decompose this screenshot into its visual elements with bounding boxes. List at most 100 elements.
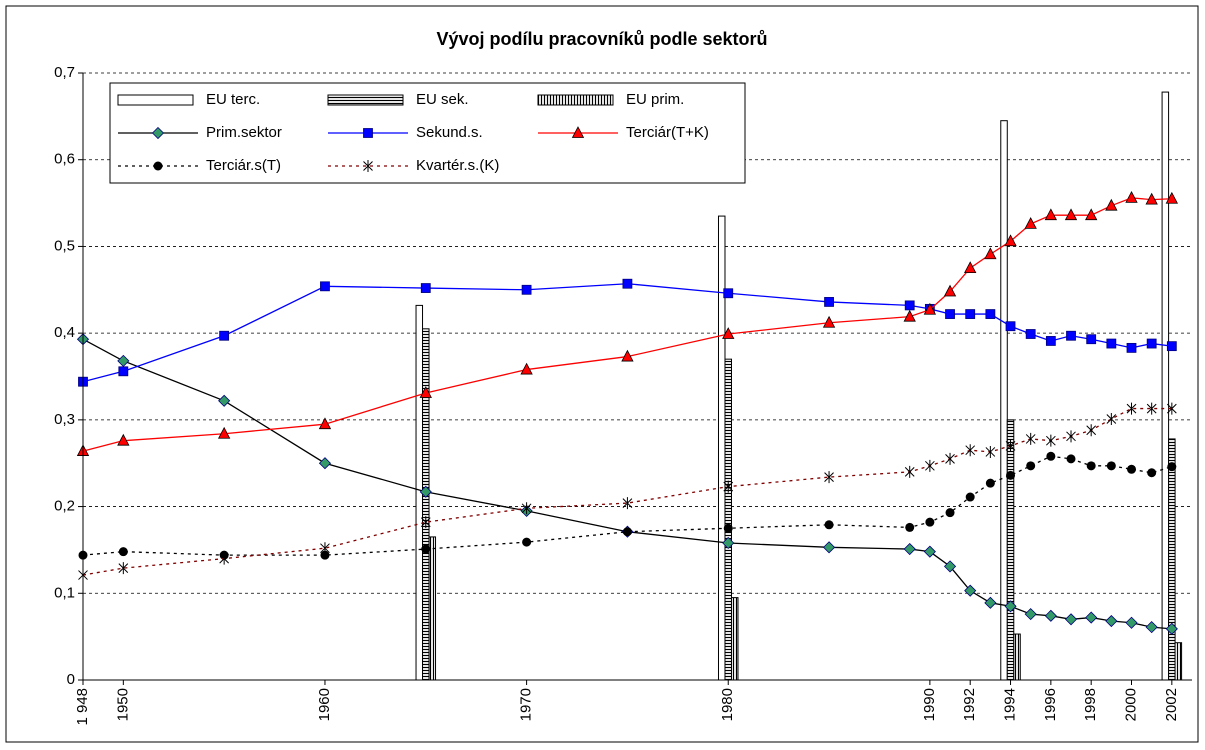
marker xyxy=(1024,217,1037,229)
x-tick-label: 1 948 xyxy=(74,688,91,726)
marker xyxy=(1086,424,1097,437)
marker xyxy=(1145,621,1158,634)
marker xyxy=(1106,412,1117,425)
y-tick-label: 0 xyxy=(67,671,75,688)
marker xyxy=(925,459,935,472)
marker xyxy=(1064,208,1078,221)
marker xyxy=(964,584,977,597)
marker xyxy=(217,426,231,439)
marker xyxy=(118,547,128,557)
marker xyxy=(571,126,585,138)
marker xyxy=(1004,600,1017,613)
marker xyxy=(723,523,733,533)
x-tick-label: 1950 xyxy=(114,688,131,721)
legend-swatch xyxy=(117,94,194,106)
marker xyxy=(1126,402,1137,415)
chart-title: Vývoj podílu pracovníků podle sektorů xyxy=(436,29,767,49)
marker xyxy=(723,480,734,493)
marker xyxy=(1064,613,1078,626)
marker xyxy=(904,300,915,311)
marker xyxy=(1044,208,1058,221)
legend-label: Prim.sektor xyxy=(206,124,282,141)
marker xyxy=(363,160,373,172)
marker xyxy=(1105,198,1118,211)
marker xyxy=(1066,454,1076,464)
x-tick-label: 1992 xyxy=(961,688,978,721)
marker xyxy=(1086,461,1096,471)
bar xyxy=(730,597,739,681)
marker xyxy=(905,522,915,532)
marker xyxy=(1127,464,1137,474)
marker xyxy=(420,283,431,293)
bar xyxy=(724,358,732,681)
marker xyxy=(1005,439,1016,452)
marker xyxy=(723,288,734,299)
marker xyxy=(622,527,632,537)
marker xyxy=(903,542,916,556)
marker xyxy=(1005,321,1016,332)
y-tick-label: 0,3 xyxy=(54,411,75,428)
y-tick-label: 0,6 xyxy=(54,151,75,168)
marker xyxy=(1105,614,1118,628)
x-tick-label: 2002 xyxy=(1163,688,1180,721)
marker xyxy=(521,284,532,295)
marker xyxy=(984,596,997,609)
bar xyxy=(1174,642,1183,681)
marker xyxy=(904,465,915,478)
marker xyxy=(117,354,130,367)
marker xyxy=(522,537,532,547)
x-tick-label: 1998 xyxy=(1082,688,1099,721)
bar xyxy=(428,536,437,681)
marker xyxy=(1066,430,1076,443)
marker xyxy=(1046,451,1056,461)
marker xyxy=(945,508,955,518)
marker xyxy=(824,471,834,484)
marker xyxy=(985,445,996,458)
marker xyxy=(1044,609,1057,622)
marker xyxy=(964,261,977,274)
marker xyxy=(1106,461,1116,471)
x-tick-label: 1994 xyxy=(1001,688,1018,721)
x-tick-label: 1970 xyxy=(518,688,535,721)
marker xyxy=(622,278,633,289)
legend-swatch xyxy=(327,94,404,106)
marker xyxy=(1045,434,1056,447)
marker xyxy=(722,536,735,550)
marker xyxy=(984,247,997,260)
marker xyxy=(118,562,129,575)
marker xyxy=(1146,338,1157,349)
marker xyxy=(117,433,130,446)
marker xyxy=(1166,341,1177,352)
legend-label: Terciár(T+K) xyxy=(626,124,709,141)
legend-label: Kvartér.s.(K) xyxy=(416,157,499,174)
marker xyxy=(985,478,995,488)
marker xyxy=(965,444,976,457)
bar xyxy=(1000,120,1008,681)
x-tick-label: 1996 xyxy=(1042,688,1059,721)
bar xyxy=(1006,419,1015,681)
marker xyxy=(118,366,129,377)
marker xyxy=(965,492,975,502)
marker xyxy=(822,315,836,328)
marker xyxy=(923,545,936,558)
marker xyxy=(521,502,532,515)
marker xyxy=(318,457,332,470)
marker xyxy=(1145,192,1158,205)
y-tick-label: 0,2 xyxy=(54,498,75,515)
marker xyxy=(219,330,230,341)
marker xyxy=(420,516,431,529)
marker xyxy=(1024,608,1037,621)
y-tick-label: 0,1 xyxy=(54,584,75,601)
marker xyxy=(1147,468,1157,478)
marker xyxy=(219,552,229,565)
marker xyxy=(943,284,957,297)
legend-box xyxy=(109,82,746,184)
marker xyxy=(1066,330,1076,341)
marker xyxy=(925,517,935,527)
x-tick-label: 1960 xyxy=(316,688,333,721)
marker xyxy=(1085,208,1098,221)
legend-label: EU sek. xyxy=(416,91,469,108)
marker xyxy=(1004,234,1017,247)
marker xyxy=(1167,462,1177,472)
